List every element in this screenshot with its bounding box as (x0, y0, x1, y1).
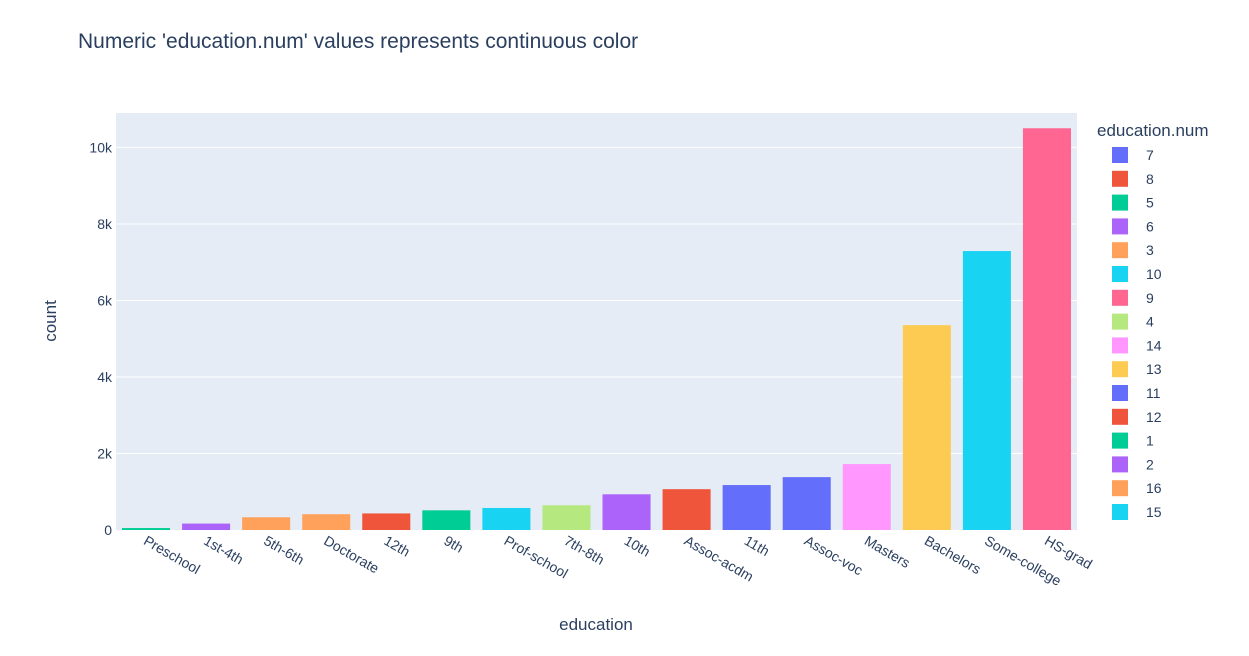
legend-label[interactable]: 9 (1146, 290, 1154, 306)
y-tick-label: 4k (97, 369, 113, 385)
legend-label[interactable]: 16 (1146, 480, 1162, 496)
legend-label[interactable]: 2 (1146, 456, 1154, 472)
y-tick-label: 2k (97, 445, 113, 461)
x-tick-label: Masters (862, 532, 913, 571)
x-tick-label: 10th (622, 532, 654, 559)
y-tick-label: 6k (97, 292, 113, 308)
x-tick-label: 9th (441, 532, 466, 556)
bar-prof-school[interactable] (482, 507, 531, 530)
bar-1st-4th[interactable] (182, 523, 231, 530)
y-axis-title: count (41, 300, 60, 342)
legend-label[interactable]: 5 (1146, 195, 1154, 211)
bars (122, 128, 1071, 530)
bar-bachelors[interactable] (902, 325, 951, 530)
bar-11th[interactable] (722, 485, 771, 530)
legend-label[interactable]: 12 (1146, 409, 1162, 425)
legend-label[interactable]: 10 (1146, 266, 1162, 282)
legend-title: education.num (1097, 121, 1209, 140)
y-tick-label: 8k (97, 216, 113, 232)
bar-10th[interactable] (602, 494, 651, 530)
legend-swatch[interactable] (1112, 147, 1128, 163)
legend-swatch[interactable] (1112, 337, 1128, 354)
legend-swatch[interactable] (1112, 456, 1128, 473)
legend-swatch[interactable] (1112, 218, 1128, 235)
y-tick-label: 0 (104, 522, 112, 538)
legend-label[interactable]: 7 (1146, 147, 1154, 163)
bar-5th-6th[interactable] (242, 517, 291, 530)
x-tick-label: Assoc-voc (802, 532, 866, 578)
x-tick-label: Prof-school (501, 532, 570, 581)
bar-doctorate[interactable] (302, 514, 351, 530)
x-tick-label: 12th (381, 532, 413, 559)
legend-label[interactable]: 13 (1146, 361, 1162, 377)
bar-hs-grad[interactable] (1022, 128, 1071, 530)
legend-label[interactable]: 4 (1146, 314, 1154, 330)
legend-swatch[interactable] (1112, 194, 1128, 211)
x-tick-label: 11th (742, 532, 773, 559)
y-tick-label: 10k (89, 139, 113, 155)
legend-label[interactable]: 11 (1146, 385, 1161, 401)
bar-some-college[interactable] (962, 251, 1011, 530)
bar-masters[interactable] (842, 464, 891, 530)
x-tick-label: Bachelors (922, 532, 984, 577)
bar-assoc-acdm[interactable] (662, 489, 711, 530)
legend-label[interactable]: 1 (1146, 433, 1154, 449)
legend-swatch[interactable] (1112, 313, 1128, 330)
bar-12th[interactable] (362, 513, 411, 530)
legend-swatch[interactable] (1112, 432, 1128, 449)
bar-7th-8th[interactable] (542, 505, 591, 530)
bar-assoc-voc[interactable] (782, 477, 831, 530)
legend-swatch[interactable] (1112, 289, 1128, 306)
legend-label[interactable]: 8 (1146, 171, 1154, 187)
bar-9th[interactable] (422, 510, 471, 530)
legend-swatch[interactable] (1112, 170, 1128, 187)
legend-label[interactable]: 14 (1146, 337, 1162, 353)
y-axis-ticks: 0 2k 4k 6k 8k 10k (89, 139, 113, 538)
bar-preschool[interactable] (122, 528, 171, 530)
legend-swatch[interactable] (1112, 385, 1128, 401)
legend-label[interactable]: 3 (1146, 242, 1154, 258)
x-tick-label: 1st-4th (201, 532, 246, 567)
legend-swatch[interactable] (1112, 361, 1128, 378)
legend-swatch[interactable] (1112, 480, 1128, 497)
legend-swatch[interactable] (1112, 266, 1128, 282)
legend-swatch[interactable] (1112, 504, 1128, 520)
x-tick-label: Doctorate (321, 532, 382, 576)
x-tick-label: Preschool (141, 532, 203, 577)
legend-swatch[interactable] (1112, 408, 1128, 425)
legend-label[interactable]: 6 (1146, 218, 1154, 234)
chart-title: Numeric 'education.num' values represent… (78, 30, 639, 53)
x-axis-title: education (559, 615, 633, 634)
x-tick-label: 5th-6th (261, 532, 307, 568)
x-tick-label: 7th-8th (562, 532, 608, 568)
legend-label[interactable]: 15 (1146, 504, 1162, 520)
legend-swatch[interactable] (1112, 242, 1128, 259)
